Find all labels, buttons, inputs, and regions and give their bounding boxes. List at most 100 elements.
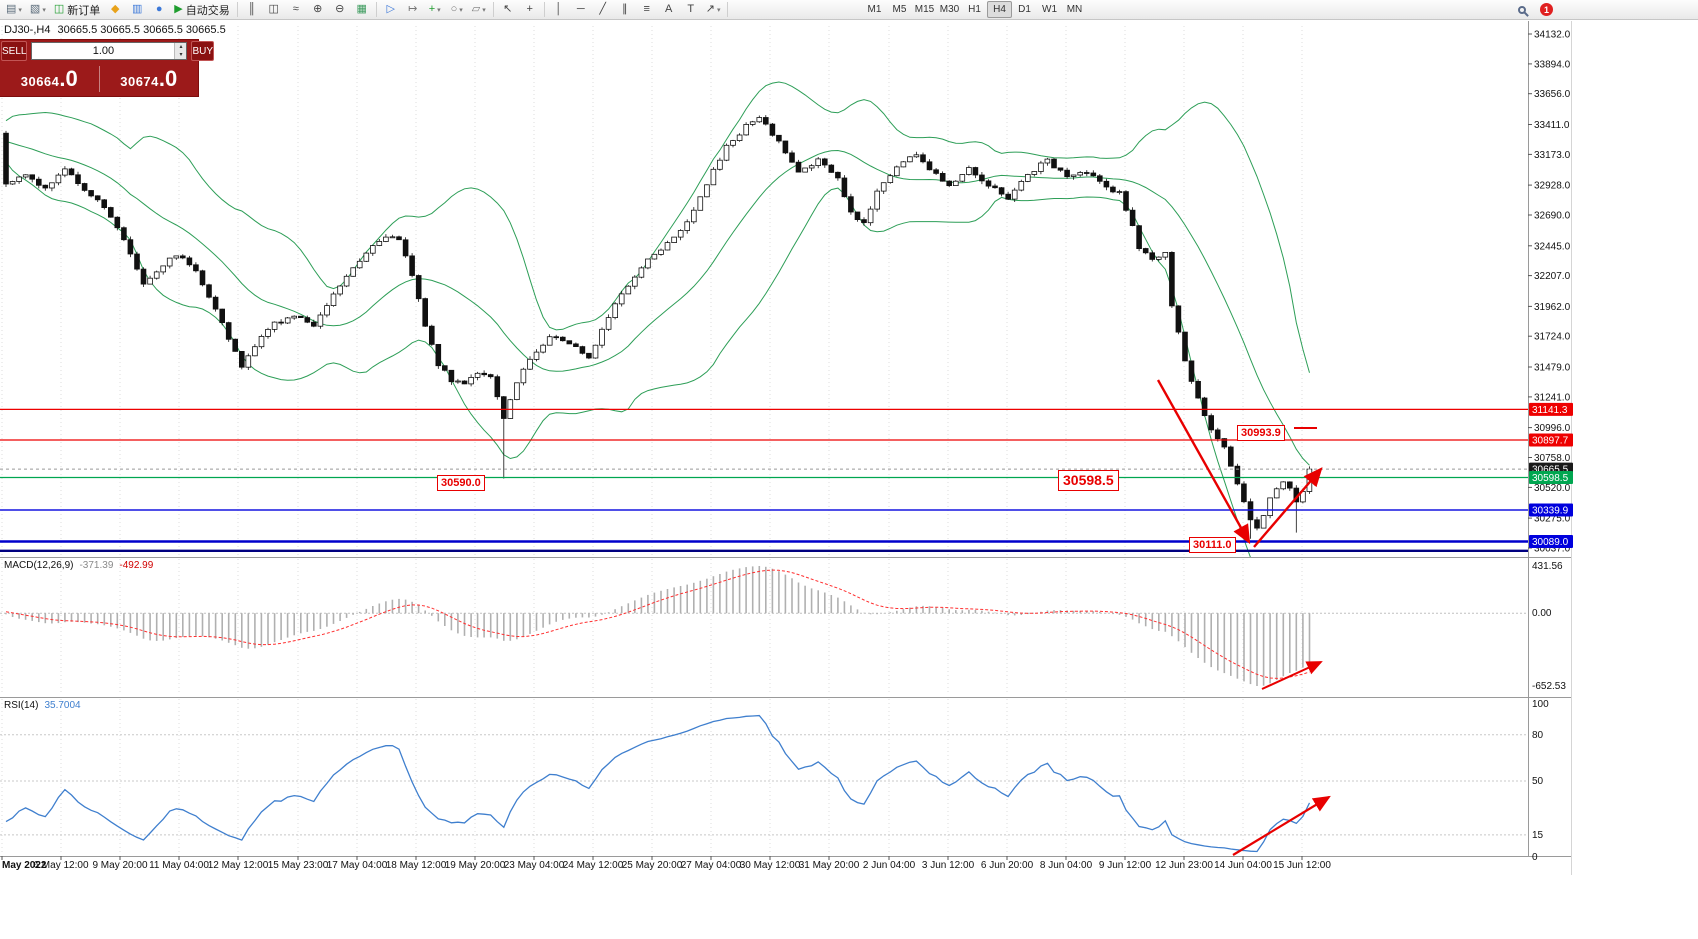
svg-text:2 Jun 04:00: 2 Jun 04:00 (863, 860, 916, 871)
rsi-name: RSI(14) (4, 700, 39, 711)
timeframe-w1-button[interactable]: W1 (1042, 4, 1057, 15)
line-chart-button[interactable]: ≈ (286, 1, 306, 19)
svg-text:31241.0: 31241.0 (1534, 392, 1571, 403)
auto-scroll-button[interactable]: ▷ (381, 1, 401, 19)
timeframe-m5-button[interactable]: M5 (892, 4, 907, 15)
toolbar-separator (375, 2, 377, 17)
svg-text:30665.5: 30665.5 (1532, 465, 1569, 476)
svg-text:32445.0: 32445.0 (1534, 241, 1571, 252)
metaeditor-button[interactable]: ◆ (105, 1, 125, 19)
timeframe-h4-button[interactable]: H4 (987, 1, 1012, 18)
search-button[interactable] (1512, 1, 1532, 19)
dropdown-caret-icon: ▾ (459, 6, 463, 14)
svg-text:30 May 12:00: 30 May 12:00 (740, 860, 801, 871)
price-annotation[interactable]: 30111.0 (1189, 537, 1236, 553)
svg-text:33411.0: 33411.0 (1534, 120, 1570, 131)
profiles-button[interactable]: ▧ ▾ (27, 1, 49, 19)
sell-price-pips: .0 (59, 65, 78, 91)
toolbar-separator (543, 2, 545, 17)
zoom-in-icon: ⊕ (313, 3, 323, 15)
periods-button[interactable]: ○ ▾ (447, 1, 467, 19)
chart-shift-button[interactable]: ↦ (403, 1, 423, 19)
new-chart-button[interactable]: ▤ ▾ (3, 1, 25, 19)
fibonacci-icon: ≡ (643, 3, 650, 15)
timeframe-d1-button[interactable]: D1 (1018, 4, 1031, 15)
dropdown-caret-icon: ▾ (18, 6, 22, 14)
price-axis-labels: 34132.0 33894.0 33656.0 33411.0 33173.0 32928… (1528, 30, 1571, 863)
horizontal-line-icon: ─ (576, 3, 585, 15)
timeframe-mn-button[interactable]: MN (1066, 4, 1083, 15)
grid-button[interactable]: ▦ (352, 1, 372, 19)
trade-prices-row: 30664.0 30674.0 (0, 62, 198, 95)
svg-text:31 May 20:00: 31 May 20:00 (799, 860, 860, 871)
timeframe-m15-button[interactable]: M15 (914, 4, 935, 15)
volume-down-button[interactable]: ▾ (175, 51, 187, 59)
crosshair-button[interactable]: + (520, 1, 540, 19)
channel-icon: ∥ (621, 3, 628, 15)
vertical-line-button[interactable]: │ (549, 1, 569, 19)
price-annotation[interactable]: 30590.0 (437, 475, 485, 491)
market-watch-button[interactable]: ▥ (127, 1, 147, 19)
buy-button[interactable]: BUY (191, 41, 215, 61)
cursor-button[interactable]: ↖ (498, 1, 518, 19)
horizontal-line-button[interactable]: ─ (571, 1, 591, 19)
metaeditor-icon: ◆ (111, 3, 120, 15)
svg-text:431.56: 431.56 (1532, 561, 1563, 572)
price-divider (98, 65, 100, 92)
trendline-icon: ╱ (599, 3, 607, 15)
svg-text:33656.0: 33656.0 (1534, 89, 1571, 100)
vertical-line-icon: │ (555, 3, 563, 15)
toolbar-button-group: ▤ ▾ ▧ ▾ ◫ 新订单 ◆ ▥ ● ▶ 自动交易 ║ ◫ ≈ ⊕ ⊖ ▦ ▷ ↦ + ▾ ○ ▾ ▱ ▾ ↖ + │ ─ ╱ ∥ ≡ A T ↗… (2, 0, 731, 19)
crosshair-icon: + (526, 3, 533, 15)
price-axis[interactable] (1528, 20, 1573, 856)
profiles-icon: ▧ (29, 3, 41, 15)
svg-text:0: 0 (1532, 852, 1538, 863)
svg-text:15 Jun 12:00: 15 Jun 12:00 (1273, 860, 1331, 871)
time-axis[interactable] (0, 856, 1572, 874)
new-order-button[interactable]: ◫ 新订单 (51, 1, 103, 19)
candlestick-chart-button[interactable]: ◫ (264, 1, 284, 19)
svg-text:6 Jun 20:00: 6 Jun 20:00 (981, 860, 1034, 871)
rsi-panel (0, 714, 1528, 853)
timeframe-h1-button[interactable]: H1 (968, 4, 981, 15)
trendline-button[interactable]: ╱ (593, 1, 613, 19)
volume-up-button[interactable]: ▴ (175, 43, 187, 51)
data-window-button[interactable]: ● (149, 1, 169, 19)
autotrading-button[interactable]: ▶ 自动交易 (171, 1, 232, 19)
price-annotation[interactable]: 30993.9 (1237, 425, 1285, 441)
label-icon: T (687, 3, 695, 15)
bar-chart-button[interactable]: ║ (242, 1, 262, 19)
search-icon (1518, 6, 1526, 14)
timeframe-toolbar: M1 M5 M15 M30 H1 H4 D1 W1 MN (862, 1, 1087, 18)
macd-name: MACD(12,26,9) (4, 560, 74, 571)
zoom-in-button[interactable]: ⊕ (308, 1, 328, 19)
line-chart-icon: ≈ (292, 3, 299, 15)
timeframe-m1-button[interactable]: M1 (867, 4, 882, 15)
svg-text:30339.9: 30339.9 (1532, 506, 1569, 517)
timeframe-m30-button[interactable]: M30 (939, 4, 960, 15)
trend-arrows[interactable] (1156, 379, 1331, 856)
price-annotation[interactable]: 30598.5 (1058, 470, 1119, 491)
text-button[interactable]: A (659, 1, 679, 19)
indicators-button[interactable]: + ▾ (425, 1, 445, 19)
dropdown-caret-icon: ▾ (482, 6, 486, 14)
sell-button[interactable]: SELL (1, 41, 28, 61)
channel-button[interactable]: ∥ (615, 1, 635, 19)
fibonacci-button[interactable]: ≡ (637, 1, 657, 19)
templates-button[interactable]: ▱ ▾ (469, 1, 489, 19)
buy-price[interactable]: 30674.0 (100, 66, 199, 92)
arrows-button[interactable]: ↗ ▾ (703, 1, 724, 19)
level-lines[interactable] (0, 408, 1528, 552)
zoom-out-button[interactable]: ⊖ (330, 1, 350, 19)
macd-histogram (5, 566, 1311, 686)
notification-badge[interactable]: 1 (1540, 3, 1553, 16)
macd-panel (0, 566, 1528, 686)
sell-price[interactable]: 30664.0 (0, 66, 99, 92)
label-button[interactable]: T (681, 1, 701, 19)
svg-text:32928.0: 32928.0 (1534, 181, 1571, 192)
volume-input[interactable] (32, 43, 175, 59)
